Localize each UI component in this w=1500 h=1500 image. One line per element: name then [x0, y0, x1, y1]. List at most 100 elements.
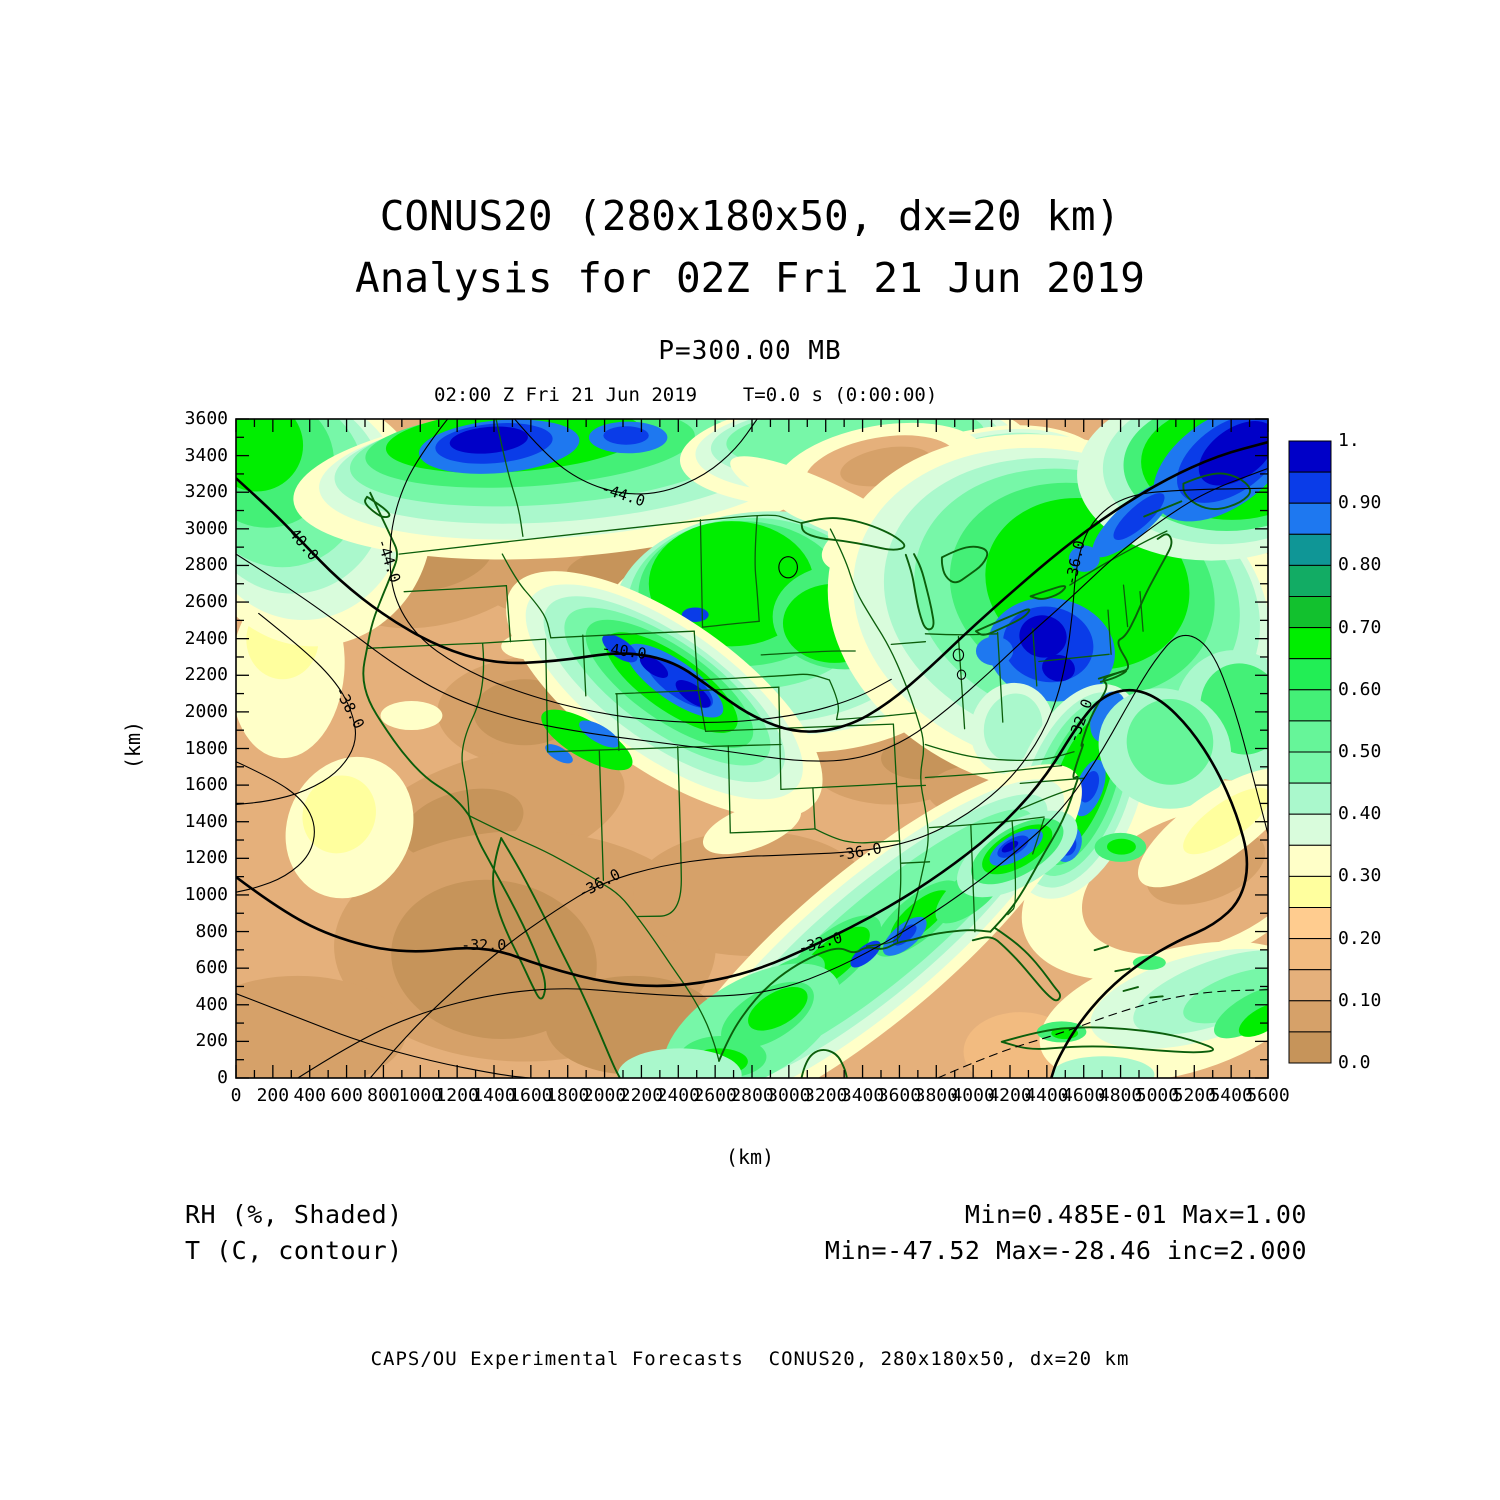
state-border	[1122, 584, 1129, 628]
state-border	[896, 840, 902, 943]
colorbar-tick-label: 1.	[1338, 430, 1360, 451]
rh-region	[1198, 421, 1268, 486]
colorbar-cell	[1288, 689, 1332, 722]
colorbar-tick-label: 0.90	[1338, 492, 1382, 514]
x-tick-label: 1600	[509, 1085, 553, 1106]
x-tick-label: 5200	[1172, 1085, 1216, 1106]
t-contour	[236, 761, 315, 893]
t-contour-label: -32.0	[461, 936, 506, 954]
state-border	[544, 638, 549, 753]
colorbar-cell	[1288, 658, 1332, 691]
state-border	[501, 553, 552, 639]
state-border	[468, 815, 720, 1062]
t-contour-closed	[956, 669, 967, 680]
state-border	[812, 787, 816, 830]
colorbar-cell	[1288, 564, 1332, 598]
x-tick-label: 400	[293, 1085, 326, 1106]
colorbar-cell	[1288, 533, 1332, 566]
state-border	[582, 634, 587, 697]
x-tick-label: 3000	[767, 1085, 811, 1106]
state-border	[996, 631, 1004, 723]
colorbar-cell	[1288, 1031, 1332, 1064]
y-tick-label: 3400	[184, 444, 228, 466]
rh-region	[1183, 787, 1268, 855]
coastline	[1122, 986, 1139, 992]
x-tick-label: 600	[330, 1085, 363, 1106]
x-tick-label: 1000	[398, 1085, 442, 1106]
state-border	[403, 585, 508, 593]
state-border	[701, 620, 760, 628]
state-border	[367, 642, 484, 649]
x-tick-label: 1400	[472, 1085, 516, 1106]
shaded-field-stats: Min=0.485E-01 Max=1.00	[964, 1200, 1307, 1229]
y-tick-label: 1200	[184, 847, 228, 869]
contour-field-stats: Min=-47.52 Max=-28.46 inc=2.000	[824, 1236, 1307, 1265]
x-tick-label: 2400	[656, 1085, 700, 1106]
t-contour-closed	[778, 556, 798, 579]
state-border	[835, 712, 917, 721]
state-border	[890, 641, 927, 646]
colorbar-cell	[1288, 969, 1332, 1002]
state-border	[1139, 591, 1144, 632]
colorbar	[1288, 440, 1332, 1064]
coastline	[1029, 585, 1067, 600]
x-tick-label: 4600	[1062, 1085, 1106, 1106]
state-border	[924, 743, 1075, 762]
t-contour	[236, 467, 1268, 762]
state-border	[957, 635, 966, 730]
colorbar-cell	[1288, 907, 1332, 940]
colorbar-tick-label: 0.80	[1338, 554, 1382, 576]
rh-region	[1183, 967, 1268, 1024]
t-contour	[514, 419, 758, 495]
rh-region	[892, 924, 917, 946]
map-area	[236, 419, 1268, 1078]
t-contour	[236, 440, 1268, 733]
state-border	[760, 650, 856, 656]
colorbar-cell	[1288, 813, 1332, 846]
rh-region	[975, 636, 1014, 666]
state-border	[754, 515, 760, 622]
state-border	[1019, 777, 1085, 785]
colorbar-tick-label: 0.50	[1338, 741, 1382, 762]
state-border	[895, 782, 901, 842]
state-border	[1069, 530, 1168, 586]
rh-region	[1079, 770, 1100, 803]
y-tick-label: 1800	[184, 737, 228, 759]
rh-region	[579, 720, 620, 748]
state-border	[928, 816, 1045, 829]
y-tick-label: 2200	[184, 664, 228, 686]
x-tick-label: 4400	[1025, 1085, 1069, 1106]
x-tick-label: 3400	[840, 1085, 885, 1106]
rh-region	[602, 634, 638, 663]
x-tick-label: 1200	[435, 1085, 479, 1106]
state-border	[780, 782, 898, 791]
x-tick-label: 4000	[951, 1085, 995, 1106]
rh-region	[545, 744, 573, 764]
colorbar-cell	[1288, 596, 1332, 629]
rh-region	[617, 1048, 742, 1078]
rh-region	[236, 419, 304, 492]
rh-region	[675, 680, 711, 708]
rh-region	[1126, 699, 1214, 785]
t-contour	[297, 634, 1268, 1078]
coastline	[1097, 669, 1128, 683]
state-border	[1007, 820, 1017, 916]
y-tick-label: 1000	[184, 883, 228, 905]
state-border	[636, 745, 682, 918]
x-tick-label: 2600	[693, 1085, 737, 1106]
state-border	[616, 693, 620, 752]
y-tick-label: 400	[195, 993, 228, 1015]
state-border	[895, 784, 927, 788]
y-tick-label: 600	[195, 957, 228, 979]
rh-region	[603, 426, 649, 445]
x-tick-label: 800	[367, 1085, 400, 1106]
y-axis-unit: (km)	[121, 720, 145, 770]
rh-region	[1107, 838, 1136, 855]
page-subtitle: Analysis for 02Z Fri 21 Jun 2019	[355, 254, 1145, 302]
y-tick-label: 3200	[184, 481, 228, 503]
axis-ticks	[235, 418, 1269, 1079]
rh-region	[639, 655, 669, 678]
state-border	[505, 585, 512, 643]
x-tick-label: 5600	[1246, 1085, 1290, 1106]
